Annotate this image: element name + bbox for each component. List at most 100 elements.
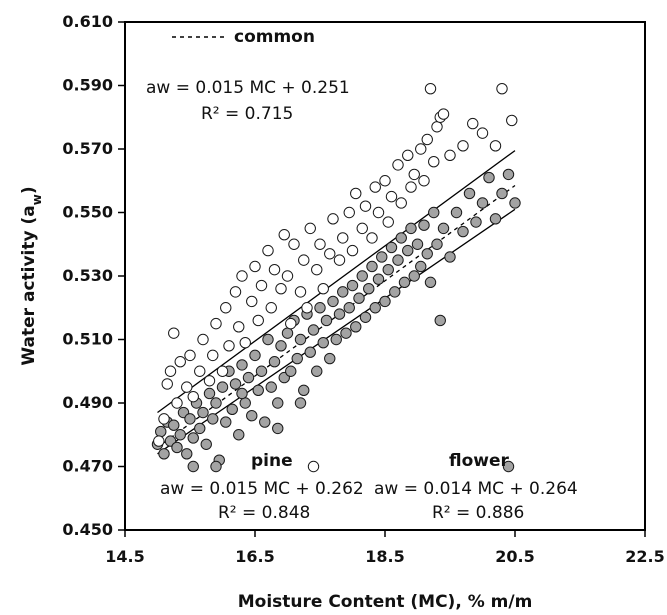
y-axis-title-sub: w (30, 194, 44, 205)
pine-point (333, 254, 346, 266)
y-axis-ticks: 0.450 0.470 0.490 0.510 0.530 0.550 0.570 0.590… (62, 12, 125, 539)
flower-point (307, 324, 320, 336)
pine-point (402, 149, 414, 162)
pine-point (278, 229, 290, 241)
pine-point (369, 181, 381, 193)
flower-point (285, 365, 297, 377)
flower-point (268, 356, 281, 368)
flower-point (184, 413, 196, 425)
flower-point (259, 416, 271, 428)
pine-point (424, 82, 437, 95)
flower-point (207, 413, 219, 425)
flower-point (210, 397, 222, 409)
flower-point (398, 276, 411, 289)
flower-point (408, 270, 420, 282)
plot-area-border (124, 21, 646, 531)
pine-point (496, 82, 508, 95)
flower-point (168, 419, 180, 431)
pine-equation: aw = 0.015 MC + 0.262 (160, 479, 364, 499)
flower-point (333, 308, 346, 320)
flower-point (262, 333, 274, 346)
flower-point (327, 295, 339, 308)
pine-point (379, 175, 391, 187)
flower-point (249, 349, 261, 362)
pine-point (301, 302, 313, 314)
flower-point (272, 422, 284, 435)
x-tick-label: 20.5 (495, 547, 534, 566)
pine-point (236, 270, 248, 282)
common-equation: aw = 0.015 MC + 0.251 (146, 78, 350, 98)
flower-point (155, 425, 167, 438)
flower-point (389, 286, 401, 298)
pine-point (317, 283, 329, 295)
flower-point (382, 263, 394, 276)
pine-point (220, 302, 232, 314)
flower-point (252, 384, 264, 396)
flower-point (324, 352, 336, 365)
pine-point (174, 356, 186, 368)
pine-point (153, 435, 165, 447)
flower-point (194, 422, 206, 435)
flower-point (431, 238, 443, 250)
pine-point (268, 263, 281, 276)
flower-points (151, 168, 521, 473)
flower-point (346, 279, 359, 292)
x-tick-label: 22.5 (625, 547, 664, 566)
flower-point (405, 222, 417, 235)
x-tick-label: 16.5 (235, 547, 274, 566)
pine-point (366, 232, 378, 244)
pine-point (327, 213, 339, 225)
y-tick-label: 0.510 (62, 330, 113, 349)
flower-point (392, 254, 404, 266)
flower-point (236, 359, 248, 371)
pine-point (395, 197, 407, 209)
pine-point (164, 365, 177, 377)
flower-point (411, 238, 424, 250)
pine-r2: R² = 0.848 (218, 503, 310, 523)
flower-point (353, 292, 365, 304)
pine-point (181, 381, 193, 393)
pine-point (392, 159, 404, 171)
pine-point (184, 349, 196, 362)
flower-point (200, 438, 212, 450)
pine-point (350, 187, 362, 200)
flower-point (216, 381, 229, 393)
pine-point (255, 279, 268, 292)
flower-point (502, 168, 515, 181)
flower-point (187, 460, 199, 473)
pine-point (385, 190, 398, 203)
flower-point (294, 397, 307, 409)
flower-point (298, 384, 310, 396)
y-axis-title: Water activity (aw) (19, 186, 44, 365)
flower-point (376, 251, 388, 263)
pine-point (489, 140, 502, 152)
pine-point (252, 314, 264, 327)
pine-point (415, 143, 427, 155)
flower-legend-label: flower (449, 451, 510, 471)
flower-point (470, 216, 482, 228)
pine-point (203, 375, 216, 387)
flower-equation: aw = 0.014 MC + 0.264 (374, 479, 578, 499)
x-axis-ticks: 14.5 16.5 18.5 20.5 22.5 (105, 530, 665, 566)
pine-point (285, 317, 297, 330)
pine-point (405, 181, 417, 193)
pine-point (437, 108, 450, 120)
pine-point (207, 349, 219, 362)
flower-point (171, 441, 183, 454)
pine-point (249, 260, 261, 273)
flower-point (496, 187, 508, 200)
pine-point (262, 244, 274, 257)
flower-point (363, 283, 375, 295)
flower-point (330, 333, 342, 346)
flower-point (314, 302, 326, 314)
pine-point (346, 244, 359, 257)
pine-point (275, 283, 287, 295)
flower-point (311, 365, 323, 377)
pine-point (418, 175, 430, 187)
flower-point (272, 397, 284, 409)
flower-point (366, 260, 378, 273)
pine-point (194, 365, 206, 377)
common-legend-label: common (234, 27, 315, 47)
pine-point (324, 248, 336, 260)
